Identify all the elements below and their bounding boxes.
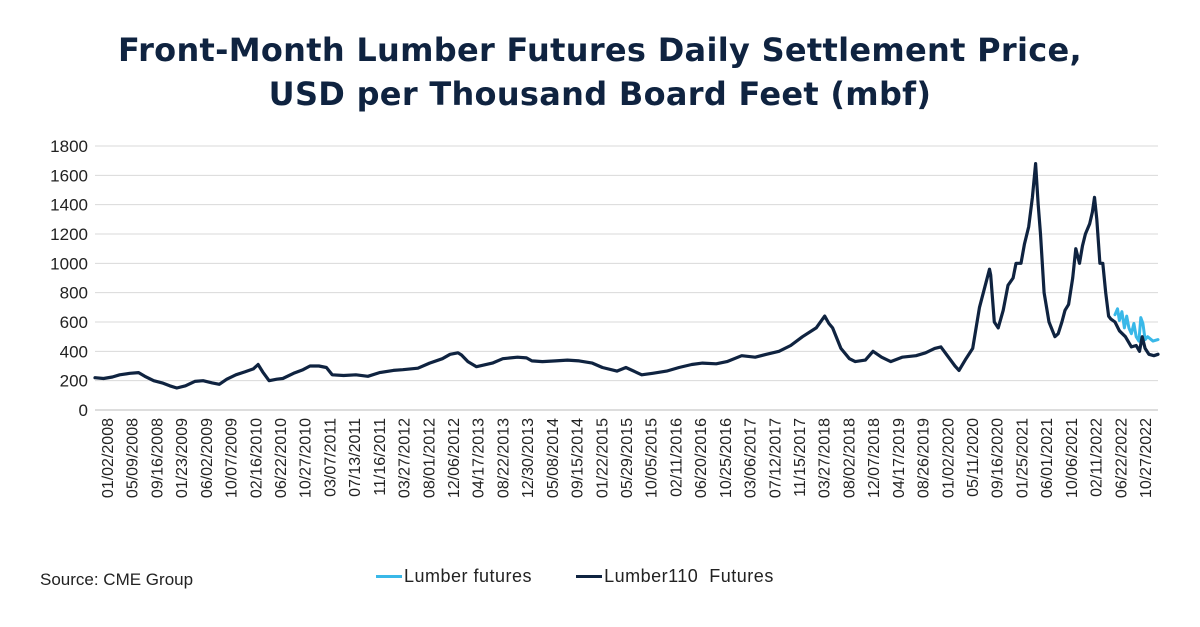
x-tick-label: 02/16/2010: [248, 418, 265, 498]
y-tick-label: 1200: [50, 225, 88, 244]
y-tick-label: 1400: [50, 196, 88, 215]
x-tick-label: 09/16/2020: [990, 418, 1007, 498]
x-tick-label: 08/02/2018: [841, 418, 858, 498]
x-tick-label: 06/01/2021: [1039, 418, 1056, 498]
x-tick-label: 04/17/2019: [891, 418, 908, 498]
chart-title-line2: USD per Thousand Board Feet (mbf): [268, 75, 932, 113]
y-tick-label: 600: [60, 313, 88, 332]
x-tick-label: 02/11/2022: [1089, 418, 1106, 497]
x-tick-label: 06/22/2022: [1113, 418, 1130, 498]
y-tick-label: 800: [60, 284, 88, 303]
x-tick-label: 06/20/2016: [693, 418, 710, 498]
y-axis-ticks: 0 200 400 600 800 1000 1200 1400 1600 1800: [50, 137, 88, 420]
legend-swatch-lumber-futures: [376, 575, 402, 578]
x-tick-label: 10/27/2022: [1138, 418, 1155, 498]
y-tick-label: 1800: [50, 137, 88, 156]
x-tick-label: 12/30/2013: [520, 418, 537, 498]
x-tick-label: 05/11/2020: [965, 418, 982, 497]
y-tick-label: 1600: [50, 166, 88, 185]
y-tick-label: 0: [79, 401, 88, 420]
x-tick-label: 12/07/2018: [866, 418, 883, 498]
x-axis-ticks: 01/02/2008 05/09/2008 09/16/2008 01/23/2009…: [100, 418, 1155, 498]
grid-lines: [95, 145, 1158, 411]
x-tick-label: 10/06/2021: [1064, 418, 1081, 498]
chart-title-line1: Front-Month Lumber Futures Daily Settlem…: [117, 31, 1082, 69]
x-tick-label: 02/11/2016: [668, 418, 685, 497]
series-lines: [93, 162, 1160, 390]
x-tick-label: 03/27/2012: [397, 418, 414, 498]
x-tick-label: 05/08/2014: [545, 418, 562, 498]
source-note: Source: CME Group: [40, 570, 194, 589]
x-tick-label: 10/27/2010: [298, 418, 315, 498]
x-tick-label: 01/23/2009: [174, 418, 191, 498]
x-tick-label: 12/06/2012: [446, 418, 463, 498]
legend-item-lumber110-futures: Lumber110 Futures: [576, 566, 774, 587]
x-tick-label: 10/25/2016: [718, 418, 735, 498]
legend: Lumber futures Lumber110 Futures: [376, 566, 774, 587]
x-tick-label: 11/15/2017: [792, 418, 809, 497]
y-tick-label: 1000: [50, 254, 88, 273]
y-tick-label: 200: [60, 372, 88, 391]
x-tick-label: 06/02/2009: [199, 418, 216, 498]
y-tick-label: 400: [60, 342, 88, 361]
x-tick-label: 04/17/2013: [471, 418, 488, 498]
x-tick-label: 01/25/2021: [1014, 418, 1031, 498]
x-tick-label: 09/15/2014: [570, 418, 587, 498]
x-tick-label: 07/12/2017: [767, 418, 784, 498]
legend-label-lumber-futures: Lumber futures: [404, 566, 533, 586]
series-line-lumber110-futures: [93, 162, 1160, 390]
x-tick-label: 01/02/2008: [100, 418, 117, 498]
x-tick-label: 03/06/2017: [743, 418, 760, 498]
series-line-lumber-futures: [1113, 307, 1160, 343]
x-tick-label: 08/22/2013: [495, 418, 512, 498]
chart-title: Front-Month Lumber Futures Daily Settlem…: [0, 28, 1200, 116]
x-tick-label: 10/07/2009: [224, 418, 241, 498]
x-tick-label: 08/01/2012: [421, 418, 438, 498]
legend-item-lumber-futures: Lumber futures: [376, 566, 532, 587]
x-tick-label: 09/16/2008: [149, 418, 166, 498]
x-tick-label: 10/05/2015: [644, 418, 661, 498]
x-tick-label: 01/02/2020: [940, 418, 957, 498]
x-tick-label: 11/16/2011: [372, 418, 389, 496]
x-tick-label: 01/22/2015: [594, 418, 611, 498]
x-tick-label: 05/29/2015: [619, 418, 636, 498]
legend-swatch-lumber110-futures: [576, 575, 603, 578]
x-tick-label: 07/13/2011: [347, 418, 364, 497]
x-tick-label: 06/22/2010: [273, 418, 290, 498]
x-tick-label: 08/26/2019: [916, 418, 933, 498]
x-tick-label: 05/09/2008: [125, 418, 142, 498]
legend-label-lumber110-futures: Lumber110 Futures: [604, 566, 774, 586]
x-tick-label: 03/07/2011: [322, 418, 339, 497]
x-tick-label: 03/27/2018: [817, 418, 834, 498]
